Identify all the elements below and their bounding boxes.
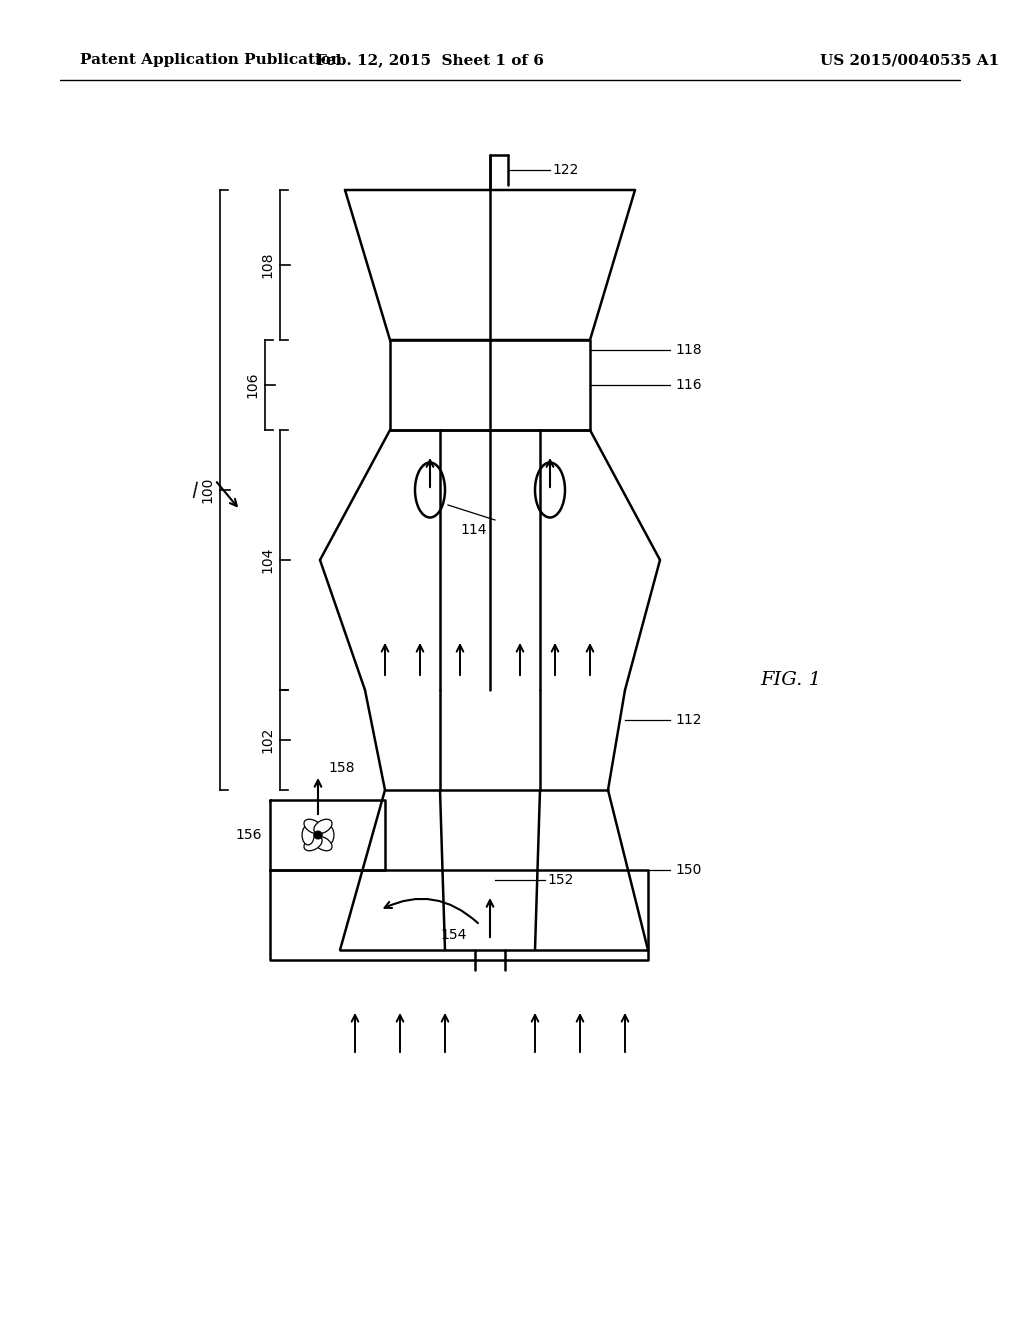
Text: Feb. 12, 2015  Sheet 1 of 6: Feb. 12, 2015 Sheet 1 of 6: [316, 53, 544, 67]
Text: 114: 114: [460, 523, 486, 537]
Text: 150: 150: [675, 863, 701, 876]
Text: 154: 154: [440, 928, 466, 942]
Text: 122: 122: [552, 162, 579, 177]
Ellipse shape: [314, 837, 332, 851]
Text: 104: 104: [260, 546, 274, 573]
Text: 158: 158: [328, 762, 354, 775]
Text: 118: 118: [675, 343, 701, 356]
Ellipse shape: [415, 462, 445, 517]
Text: 116: 116: [675, 378, 701, 392]
Text: Patent Application Publication: Patent Application Publication: [80, 53, 342, 67]
Text: 156: 156: [236, 828, 262, 842]
Text: FIG. 1: FIG. 1: [760, 671, 821, 689]
Text: 108: 108: [260, 252, 274, 279]
Text: 106: 106: [245, 372, 259, 399]
Ellipse shape: [302, 825, 314, 845]
Text: 100: 100: [200, 477, 214, 503]
Ellipse shape: [322, 825, 334, 845]
Circle shape: [314, 832, 322, 840]
Text: 102: 102: [260, 727, 274, 754]
Text: US 2015/0040535 A1: US 2015/0040535 A1: [820, 53, 999, 67]
Ellipse shape: [304, 837, 323, 851]
Text: \: \: [187, 480, 203, 500]
Ellipse shape: [535, 462, 565, 517]
Text: 152: 152: [547, 873, 573, 887]
Text: 112: 112: [675, 713, 701, 727]
Ellipse shape: [304, 820, 323, 834]
Ellipse shape: [314, 820, 332, 834]
